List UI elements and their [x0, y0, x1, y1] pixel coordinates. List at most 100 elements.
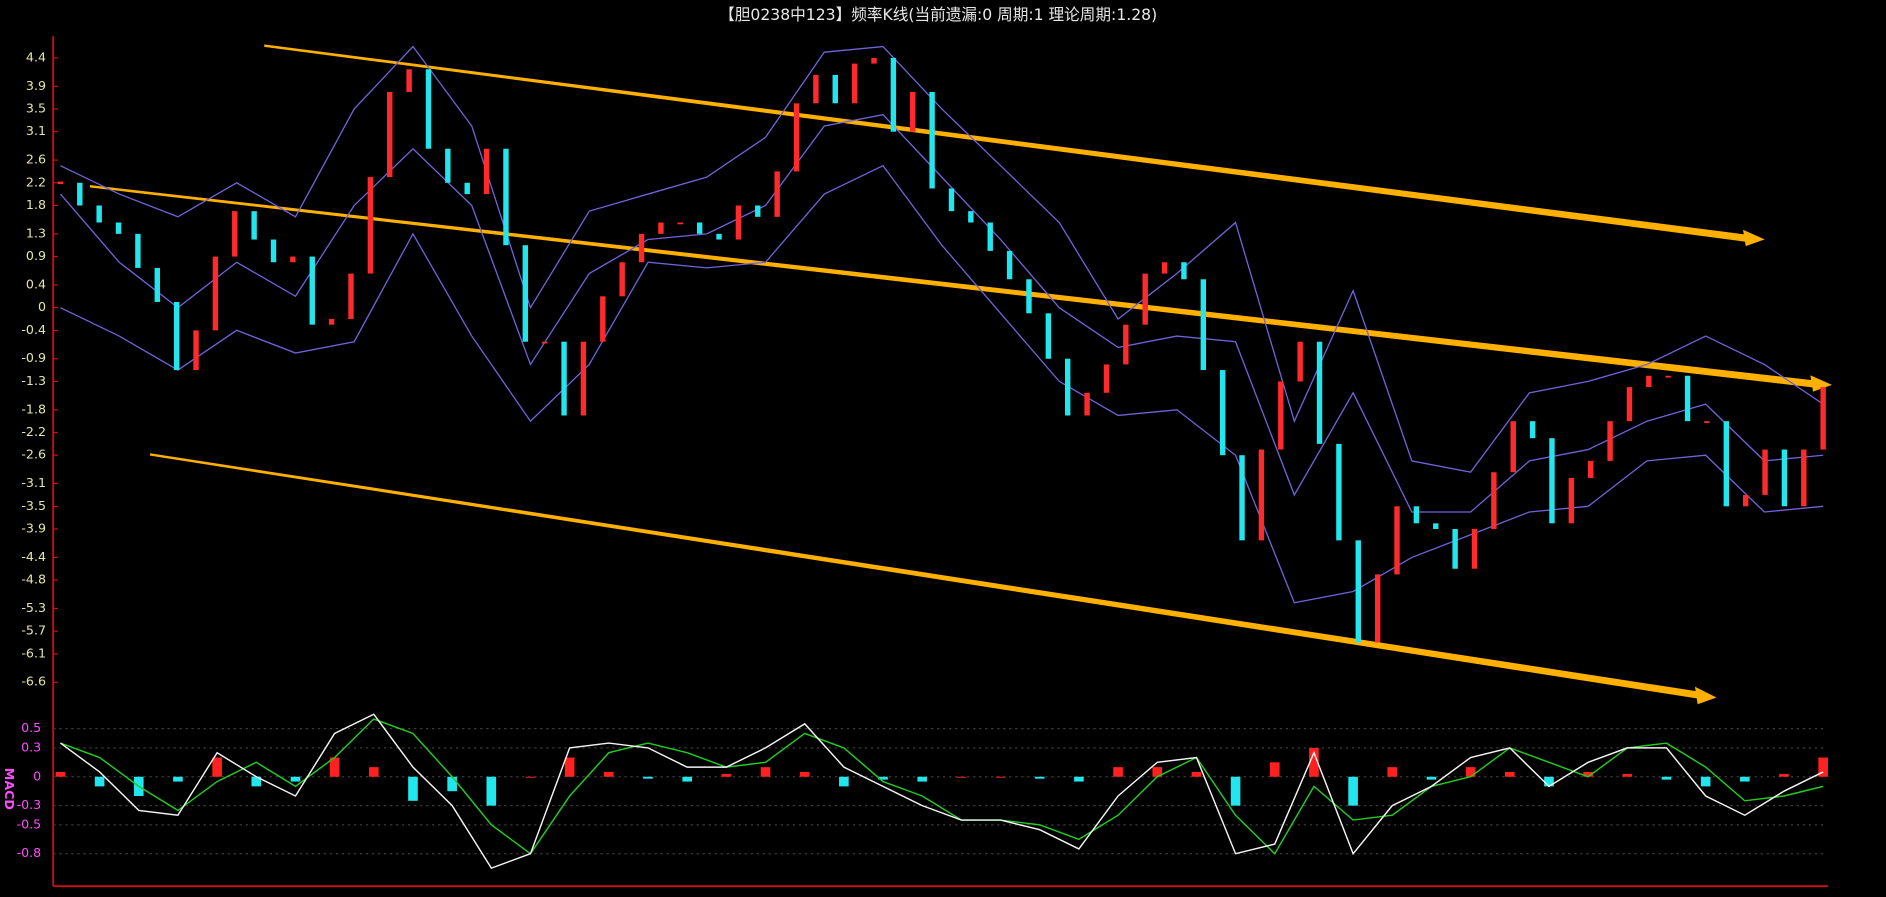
histogram-bar	[1740, 776, 1750, 782]
y-tick-label: 1.3	[26, 225, 46, 240]
candle	[1626, 387, 1633, 422]
y-tick-label: -0.4	[21, 322, 46, 337]
y-tick-label: 2.2	[26, 174, 46, 189]
candle	[1026, 279, 1032, 314]
candle	[387, 91, 393, 178]
y-tick-label: -0.8	[17, 845, 42, 860]
candle	[1200, 279, 1207, 371]
candle	[793, 103, 800, 172]
y-tick-label: 0	[33, 768, 41, 783]
candle	[1704, 421, 1710, 423]
candle	[1491, 472, 1497, 530]
candle	[1278, 381, 1284, 450]
candle	[1316, 341, 1323, 444]
candle	[832, 74, 838, 104]
candle	[232, 211, 238, 257]
candle	[309, 256, 315, 325]
trend-line	[264, 44, 1751, 243]
candle	[1646, 375, 1652, 388]
candle	[96, 205, 102, 223]
candle	[173, 301, 180, 371]
y-tick-label: -2.6	[21, 447, 46, 462]
y-tick-label: -6.6	[21, 674, 46, 689]
y-tick-label: -0.9	[21, 350, 46, 365]
candle	[1161, 262, 1168, 274]
histogram-bar	[1779, 773, 1789, 777]
candle	[154, 267, 160, 302]
candle	[115, 222, 122, 234]
line	[60, 45, 1824, 473]
histogram-bar	[447, 776, 457, 792]
y-tick-label: 3.1	[26, 123, 46, 138]
histogram-bar	[1269, 762, 1280, 777]
histogram-bar	[1387, 767, 1398, 777]
histogram-bar	[1230, 776, 1241, 806]
candle	[929, 91, 935, 189]
candle	[1684, 375, 1691, 422]
histogram-bar	[643, 776, 653, 779]
candle	[716, 233, 722, 240]
histogram-bar	[1622, 773, 1633, 777]
candle	[1413, 506, 1420, 524]
histogram-bar	[604, 771, 614, 777]
candle	[367, 177, 374, 274]
histogram-bar	[1348, 776, 1358, 806]
y-tick-label: -5.7	[21, 623, 46, 638]
y-tick-label: -3.9	[21, 521, 46, 536]
candle	[677, 222, 683, 225]
y-tick-label: 0.5	[21, 720, 41, 735]
line	[60, 164, 1824, 604]
histogram-bar	[408, 776, 418, 801]
candle	[522, 245, 529, 342]
candle	[1355, 540, 1361, 643]
candle	[948, 188, 955, 212]
y-tick-label: 3.9	[26, 78, 46, 93]
histogram-bar	[368, 767, 379, 777]
histogram-bar	[1700, 776, 1711, 787]
histogram-bar	[1465, 767, 1476, 777]
histogram-bar	[1544, 776, 1554, 787]
y-tick-label: -4.4	[21, 549, 46, 564]
y-tick-label: -6.1	[21, 645, 46, 660]
histogram-bar	[1191, 771, 1202, 777]
candle	[1723, 421, 1730, 507]
candle	[1568, 477, 1575, 524]
chart-title: 【胆0238中123】频率K线(当前遗漏:0 周期:1 理论周期:1.28)	[719, 5, 1157, 24]
candle	[696, 222, 703, 234]
histogram-bar	[1152, 767, 1163, 777]
candle	[1006, 250, 1013, 280]
candle	[77, 182, 83, 206]
candle	[1665, 375, 1671, 378]
y-tick-label: -3.1	[21, 475, 46, 490]
candle	[1471, 529, 1478, 569]
histogram-bar	[525, 776, 536, 778]
histogram-bar	[995, 776, 1006, 778]
candle	[1065, 358, 1071, 416]
candle	[561, 341, 567, 416]
histogram-bar	[682, 776, 692, 782]
histogram-bar	[1074, 776, 1084, 782]
y-tick-label: 0.4	[26, 276, 46, 291]
candle	[251, 211, 257, 240]
candle	[483, 148, 490, 195]
candle	[1510, 421, 1516, 473]
y-tick-label: -0.5	[17, 816, 42, 831]
candle	[1607, 421, 1613, 461]
candle	[1820, 387, 1826, 450]
y-tick-label: 3.5	[26, 100, 46, 115]
histogram-bar	[1504, 771, 1515, 777]
candle	[1781, 449, 1788, 507]
candle	[1529, 421, 1536, 439]
candle	[1181, 262, 1187, 280]
histogram-bar	[799, 771, 810, 777]
candle	[619, 262, 625, 297]
y-tick-label: -2.2	[21, 424, 46, 439]
y-tick-label: -4.8	[21, 572, 46, 587]
histogram-bar	[1426, 776, 1437, 780]
histogram-bar	[1113, 767, 1123, 777]
histogram-bar	[1034, 776, 1045, 779]
histogram-bar	[173, 776, 183, 782]
candle	[871, 57, 877, 64]
candle	[735, 205, 742, 240]
